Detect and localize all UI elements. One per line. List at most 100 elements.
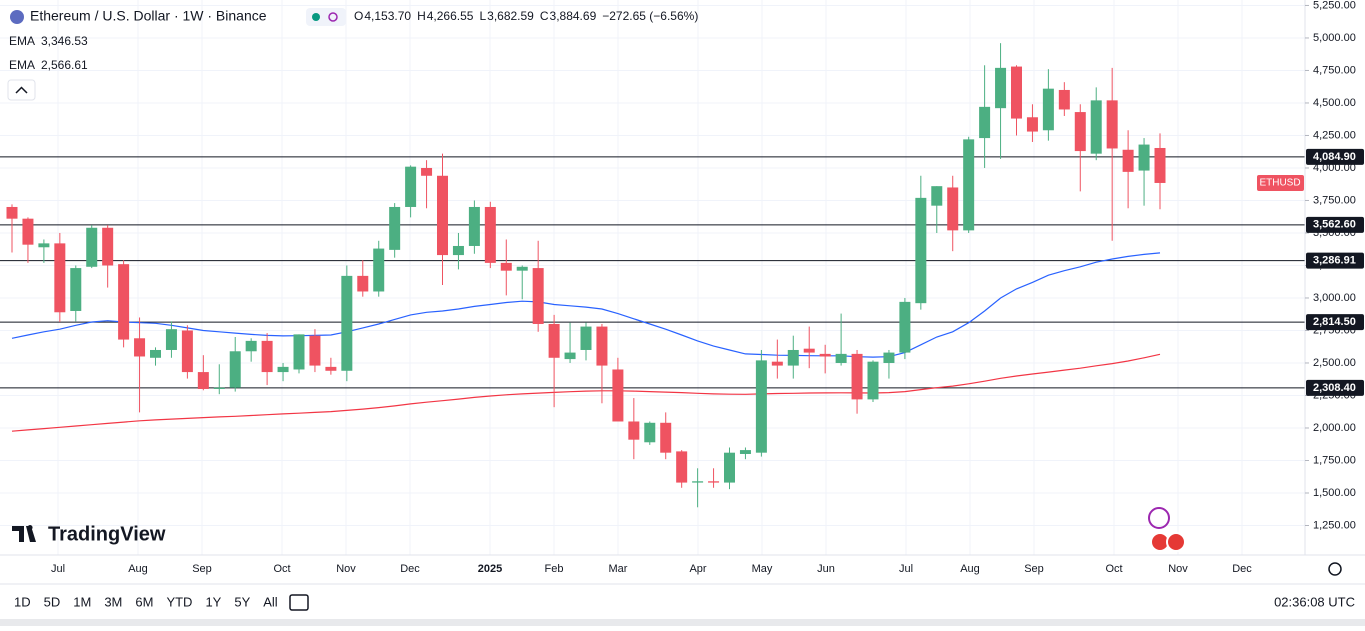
candle-body [596, 326, 608, 366]
ohlc-value: 3,682.59 [487, 9, 534, 23]
ohlc-key: O [354, 9, 363, 23]
indicator-legend: EMA 3,346.53 EMA 2,566.61 [9, 34, 88, 72]
range-button[interactable]: All [263, 594, 278, 609]
event-icon[interactable] [1148, 507, 1170, 529]
legend-value: 3,346.53 [41, 34, 88, 48]
collapse-button[interactable] [7, 79, 36, 101]
legend-value: 2,566.61 [41, 58, 88, 72]
ohlc-value: 3,884.69 [550, 9, 597, 23]
level-label: 3,286.91 [1313, 255, 1356, 267]
candle-body [851, 353, 863, 400]
range-button[interactable]: 5D [44, 594, 61, 609]
y-tick-label: 3,750.00 [1313, 194, 1356, 206]
price-tag-label: ETHUSD [1259, 178, 1300, 189]
candle-body [915, 197, 927, 304]
candle-body [357, 275, 369, 292]
candle-body [692, 481, 704, 483]
candle-body [564, 352, 576, 360]
candle-body [405, 166, 417, 207]
candle-body [1011, 66, 1022, 119]
candle-body [516, 266, 528, 271]
symbol-icon [10, 10, 24, 24]
candle-body [803, 348, 815, 353]
candle-body [1058, 89, 1070, 110]
candle-body [452, 245, 464, 256]
candle-body [245, 340, 257, 352]
candle-body [213, 387, 225, 389]
candle-body [1122, 149, 1134, 172]
candle-body [277, 366, 289, 373]
ohlc-legend: O 4,153.70 H 4,266.55 L 3,682.59 C 3,884.69 −272… [354, 9, 698, 23]
x-tick-label: Oct [273, 563, 290, 575]
market-status [312, 13, 320, 21]
candle-body [118, 264, 130, 340]
x-tick-label: Apr [689, 563, 706, 575]
candle-body [1154, 147, 1166, 183]
y-tick-label: 2,500.00 [1313, 357, 1356, 369]
legend-name: EMA [9, 34, 35, 48]
ohlc-value: 4,266.55 [427, 9, 474, 23]
bottom-strip [0, 619, 1365, 626]
x-tick-label: May [752, 563, 773, 575]
plot [0, 43, 1305, 508]
range-button[interactable]: 5Y [234, 594, 250, 609]
candle-body [309, 335, 321, 366]
candle-body [724, 452, 735, 483]
level-tag [1306, 379, 1364, 396]
candle-body [181, 330, 193, 373]
ema-line [11, 252, 1161, 358]
candle-body [931, 186, 943, 206]
candle-body [755, 360, 767, 453]
y-tick-label: 4,250.00 [1313, 129, 1356, 141]
y-tick-label: 5,000.00 [1313, 32, 1356, 44]
candle-body [484, 206, 496, 263]
candle-body [899, 301, 911, 353]
x-tick-label: Nov [336, 563, 356, 575]
candle-body [341, 275, 353, 371]
candle-body [150, 349, 161, 358]
status-badge[interactable] [306, 8, 346, 26]
candle-body [995, 67, 1007, 109]
toolbar: 1D 5D 1M 3M 6M YTD 1Y 5Y All 02:36:08 UTC [14, 594, 1355, 609]
candle-body [548, 323, 560, 358]
range-button[interactable]: 1D [14, 594, 31, 609]
economic-event-icon[interactable] [1166, 532, 1186, 552]
candle-body [835, 353, 847, 363]
level-tag [1306, 148, 1364, 165]
candle-body [867, 361, 879, 400]
candle-body [165, 329, 177, 350]
x-tick-label: Mar [609, 563, 628, 575]
date-range-icon[interactable] [289, 594, 309, 611]
candle-body [38, 243, 50, 248]
range-button[interactable]: 3M [104, 594, 122, 609]
collapse-icon [15, 86, 28, 94]
candle-body [389, 206, 401, 250]
level-label: 2,814.50 [1313, 316, 1356, 328]
candle-body [819, 353, 831, 357]
y-tick-label: 1,750.00 [1313, 454, 1356, 466]
y-tick-label: 2,000.00 [1313, 422, 1356, 434]
x-tick-label: Oct [1105, 563, 1122, 575]
logo-mark [12, 525, 36, 542]
range-button[interactable]: 1M [73, 594, 91, 609]
candle-body [883, 352, 895, 363]
range-button[interactable]: 6M [135, 594, 153, 609]
range-button[interactable]: YTD [166, 594, 192, 609]
candle-body [1042, 88, 1054, 131]
share-icon [328, 12, 338, 22]
candle-body [22, 218, 34, 245]
range-button[interactable]: 1Y [205, 594, 221, 609]
y-tick-label: 5,250.00 [1313, 0, 1356, 11]
settings-icon[interactable] [1328, 562, 1342, 576]
level-tag [1306, 314, 1364, 331]
price-change: −272.65 (−6.56%) [602, 9, 698, 23]
candle-body [1106, 100, 1118, 149]
x-tick-label: Dec [400, 563, 420, 575]
candle-body [660, 422, 672, 453]
logo-text: TradingView [48, 523, 166, 545]
x-tick-label: Sep [192, 563, 212, 575]
x-tick-label: Sep [1024, 563, 1044, 575]
grid [0, 0, 1305, 555]
x-tick-label: Jun [817, 563, 835, 575]
